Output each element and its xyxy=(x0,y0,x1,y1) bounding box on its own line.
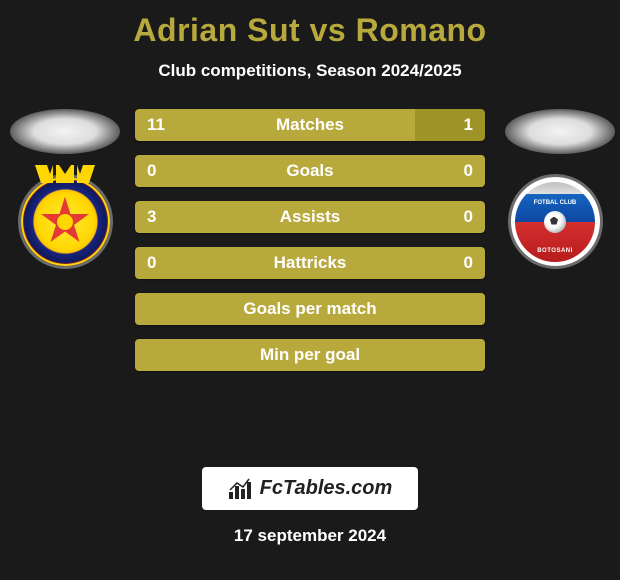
stat-bar: 0 Goals 0 xyxy=(135,155,485,187)
chart-icon xyxy=(228,478,254,500)
stat-bar: 3 Assists 0 xyxy=(135,201,485,233)
stat-bar: Min per goal xyxy=(135,339,485,371)
stat-bar: 11 Matches 1 xyxy=(135,109,485,141)
botosani-text-bottom: BOTOSANI xyxy=(537,248,573,254)
logo-box: FcTables.com xyxy=(202,467,419,510)
logo-container: FcTables.com xyxy=(0,467,620,510)
player-left-silhouette xyxy=(10,109,120,154)
stat-bar: 0 Hattricks 0 xyxy=(135,247,485,279)
player-right-section: FOTBAL CLUB BOTOSANI xyxy=(490,109,620,269)
stat-label: Min per goal xyxy=(260,345,360,365)
fcsb-center-icon xyxy=(57,214,73,230)
botosani-ball-icon xyxy=(544,211,566,233)
stat-left-value: 11 xyxy=(147,115,165,135)
stat-right-value: 0 xyxy=(464,207,473,227)
stat-bar: Goals per match xyxy=(135,293,485,325)
stat-right-value: 1 xyxy=(464,115,473,135)
content-area: FOTBAL CLUB BOTOSANI 11 Matches 1 0 Goals 0 3 A… xyxy=(0,109,620,449)
date-text: 17 september 2024 xyxy=(0,526,620,546)
stat-left-value: 3 xyxy=(147,207,156,227)
stat-right-value: 0 xyxy=(464,161,473,181)
stat-label: Matches xyxy=(276,115,344,135)
stat-label: Goals per match xyxy=(243,299,376,319)
stat-label: Goals xyxy=(286,161,333,181)
botosani-text-top: FOTBAL CLUB xyxy=(534,200,577,206)
stat-label: Assists xyxy=(280,207,340,227)
player-left-section xyxy=(0,109,130,269)
club-badge-right: FOTBAL CLUB BOTOSANI xyxy=(508,174,603,269)
subtitle: Club competitions, Season 2024/2025 xyxy=(0,61,620,81)
stat-left-value: 0 xyxy=(147,253,156,273)
page-title: Adrian Sut vs Romano xyxy=(0,0,620,49)
stat-label: Hattricks xyxy=(274,253,347,273)
club-badge-left xyxy=(18,174,113,269)
stat-left-value: 0 xyxy=(147,161,156,181)
logo-text: FcTables.com xyxy=(260,477,393,500)
player-right-silhouette xyxy=(505,109,615,154)
botosani-inner-icon: FOTBAL CLUB BOTOSANI xyxy=(515,182,595,262)
stats-column: 11 Matches 1 0 Goals 0 3 Assists 0 0 Hattricks 0 Goa… xyxy=(135,109,485,371)
stat-right-value: 0 xyxy=(464,253,473,273)
stat-fill-right xyxy=(415,109,485,141)
